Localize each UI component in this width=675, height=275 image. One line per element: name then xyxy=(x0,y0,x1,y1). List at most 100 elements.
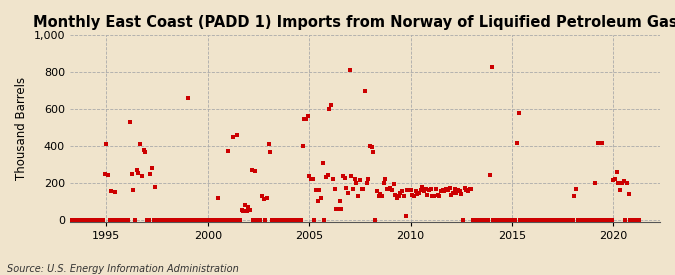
Point xyxy=(612,170,622,174)
Point xyxy=(523,218,534,222)
Point xyxy=(86,218,97,222)
Point xyxy=(551,218,562,222)
Point xyxy=(483,218,493,222)
Point xyxy=(605,218,616,222)
Point xyxy=(258,196,269,201)
Point xyxy=(172,218,183,222)
Point xyxy=(593,141,603,145)
Point xyxy=(243,205,254,209)
Point xyxy=(273,218,284,222)
Point xyxy=(142,218,153,222)
Text: Source: U.S. Energy Information Administration: Source: U.S. Energy Information Administ… xyxy=(7,264,238,274)
Point xyxy=(485,172,495,177)
Point xyxy=(159,218,169,222)
Point xyxy=(596,141,607,145)
Point xyxy=(421,187,431,192)
Point xyxy=(99,172,110,176)
Point xyxy=(115,218,126,222)
Point xyxy=(282,218,293,222)
Point xyxy=(425,187,436,192)
Point xyxy=(284,218,294,222)
Point xyxy=(498,218,509,222)
Point xyxy=(182,96,193,100)
Point xyxy=(78,218,88,222)
Point xyxy=(287,218,298,222)
Point xyxy=(240,203,250,207)
Point xyxy=(227,135,238,139)
Point xyxy=(126,172,137,176)
Point xyxy=(265,149,275,154)
Point xyxy=(64,218,75,222)
Point xyxy=(415,188,426,192)
Point xyxy=(233,218,244,222)
Point xyxy=(598,218,609,222)
Point xyxy=(495,218,506,222)
Point xyxy=(429,194,439,198)
Point xyxy=(167,218,178,222)
Point xyxy=(204,218,215,222)
Point xyxy=(314,188,325,192)
Point xyxy=(209,218,220,222)
Point xyxy=(576,218,587,222)
Point xyxy=(488,218,499,222)
Point xyxy=(364,144,375,148)
Point xyxy=(601,218,612,222)
Point xyxy=(313,199,323,204)
Y-axis label: Thousand Barrels: Thousand Barrels xyxy=(15,77,28,180)
Point xyxy=(226,218,237,222)
Point xyxy=(405,188,416,192)
Point xyxy=(586,218,597,222)
Point xyxy=(350,177,360,182)
Point xyxy=(65,218,76,222)
Point xyxy=(254,218,265,222)
Point xyxy=(625,218,636,222)
Point xyxy=(163,218,174,222)
Point xyxy=(194,218,205,222)
Point xyxy=(300,117,311,122)
Point xyxy=(177,218,188,222)
Point xyxy=(253,218,264,222)
Point xyxy=(323,172,333,177)
Point xyxy=(173,218,184,222)
Title: Monthly East Coast (PADD 1) Imports from Norway of Liquified Petroleum Gases: Monthly East Coast (PADD 1) Imports from… xyxy=(33,15,675,30)
Point xyxy=(122,218,132,222)
Point xyxy=(329,187,340,192)
Point xyxy=(310,188,321,192)
Point xyxy=(394,194,404,198)
Point xyxy=(558,218,568,222)
Point xyxy=(610,177,620,182)
Point xyxy=(71,218,82,222)
Point xyxy=(541,218,551,222)
Point xyxy=(566,218,576,222)
Point xyxy=(613,181,624,185)
Point xyxy=(368,149,379,154)
Point xyxy=(464,187,475,192)
Point xyxy=(341,185,352,190)
Point xyxy=(454,189,465,194)
Point xyxy=(189,218,200,222)
Point xyxy=(559,218,570,222)
Point xyxy=(190,218,201,222)
Point xyxy=(348,187,358,192)
Point xyxy=(486,65,497,69)
Point xyxy=(280,218,291,222)
Point xyxy=(244,208,255,212)
Point xyxy=(398,194,409,198)
Point xyxy=(217,218,228,222)
Point xyxy=(630,218,641,222)
Point xyxy=(388,182,399,186)
Point xyxy=(456,192,466,196)
Point xyxy=(346,173,357,178)
Point xyxy=(356,186,367,191)
Point xyxy=(572,218,583,222)
Point xyxy=(106,189,117,194)
Point xyxy=(309,218,320,222)
Point xyxy=(370,218,381,222)
Point xyxy=(331,207,342,211)
Point xyxy=(478,218,489,222)
Point xyxy=(615,188,626,192)
Point xyxy=(354,178,365,182)
Point xyxy=(626,218,637,222)
Point xyxy=(475,218,485,222)
Point xyxy=(529,218,539,222)
